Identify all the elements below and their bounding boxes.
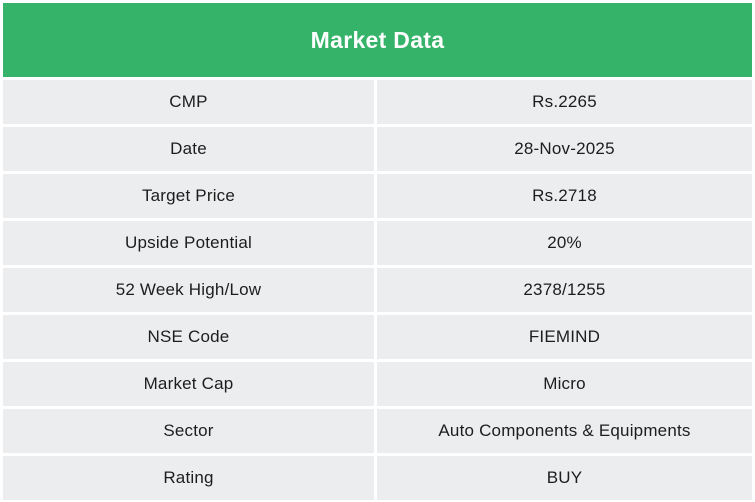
table-row: Upside Potential 20% (3, 221, 752, 265)
row-value: 20% (377, 221, 752, 265)
row-value: 2378/1255 (377, 268, 752, 312)
row-label: NSE Code (3, 315, 374, 359)
table-title: Market Data (310, 26, 445, 53)
row-value: Rs.2265 (377, 80, 752, 124)
row-label: Sector (3, 409, 374, 453)
table-row: Date 28-Nov-2025 (3, 127, 752, 171)
table-row: NSE Code FIEMIND (3, 315, 752, 359)
row-value: Micro (377, 362, 752, 406)
table-row: CMP Rs.2265 (3, 80, 752, 124)
row-value: FIEMIND (377, 315, 752, 359)
row-value: Rs.2718 (377, 174, 752, 218)
row-value: 28-Nov-2025 (377, 127, 752, 171)
row-value: BUY (377, 456, 752, 500)
table-row: Market Cap Micro (3, 362, 752, 406)
row-label: Market Cap (3, 362, 374, 406)
table-row: Target Price Rs.2718 (3, 174, 752, 218)
row-label: Upside Potential (3, 221, 374, 265)
table-row: 52 Week High/Low 2378/1255 (3, 268, 752, 312)
row-label: Target Price (3, 174, 374, 218)
table-body: CMP Rs.2265 Date 28-Nov-2025 Target Pric… (3, 80, 752, 500)
row-value: Auto Components & Equipments (377, 409, 752, 453)
table-row: Rating BUY (3, 456, 752, 500)
row-label: 52 Week High/Low (3, 268, 374, 312)
table-row: Sector Auto Components & Equipments (3, 409, 752, 453)
row-label: Rating (3, 456, 374, 500)
table-header: Market Data (3, 3, 752, 77)
row-label: Date (3, 127, 374, 171)
row-label: CMP (3, 80, 374, 124)
